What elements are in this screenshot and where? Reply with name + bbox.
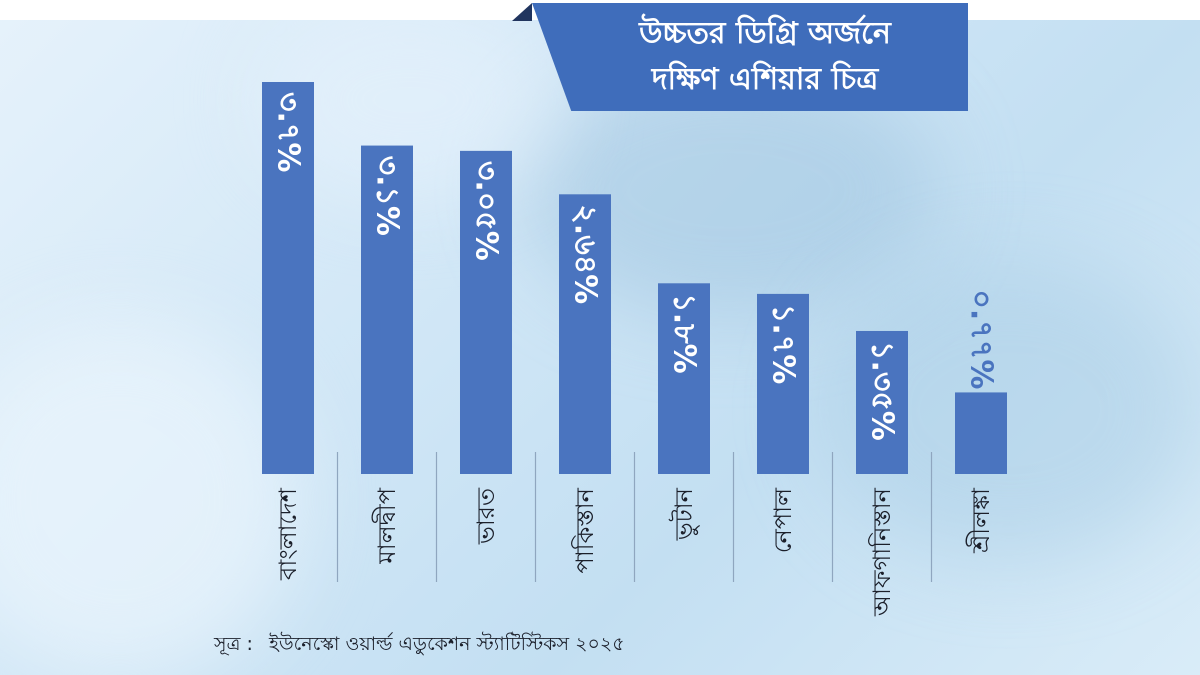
bar-3 (460, 150, 512, 474)
bars-group (262, 82, 1007, 474)
bar-1 (262, 82, 314, 474)
category-label-2: মালদ্বীপ (372, 487, 401, 564)
bar-7 (856, 330, 908, 474)
bar-2 (361, 145, 413, 474)
category-label-8: শ্রীলঙ্কা (966, 487, 995, 554)
value-label-4: ২.৬৪% (568, 204, 603, 304)
category-label-4: পাকিস্তান (571, 487, 599, 573)
value-label-1: ৩.৭% (271, 92, 306, 172)
source-label: সূত্র : (214, 633, 253, 655)
bar-6 (757, 293, 809, 474)
value-label-6: ১.৭% (766, 304, 801, 384)
title-banner-fold (512, 3, 532, 21)
value-label-3: ৩.০৫% (469, 161, 504, 261)
chart-title-line-2: দক্ষিণ এশিয়ার চিত্র (651, 62, 879, 97)
value-label-5: ১.৮% (667, 293, 702, 373)
category-label-1: বাংলাদেশ (274, 487, 302, 581)
category-label-7: আফগানিস্তান (868, 487, 896, 617)
bar-5 (658, 283, 710, 474)
category-label-5: ভুটান (669, 487, 699, 541)
category-labels-group: বাংলাদেশ মালদ্বীপ ভারত পাকিস্তান ভুটান নেপাল আ… (274, 487, 995, 617)
category-label-6: নেপাল (769, 487, 797, 553)
value-label-2: ৩.১% (370, 156, 405, 236)
value-label-7: ১.৩৫% (865, 341, 900, 441)
bar-8 (955, 392, 1007, 474)
value-label-8: ০.৭৭% (964, 289, 999, 389)
category-separators (336, 452, 933, 582)
chart-title-line-1: উচ্চতর ডিগ্রি অর্জনে (639, 16, 891, 51)
source-text: ইউনেস্কো ওয়ার্ল্ড এডুকেশন স্ট্যাটিস্টিক… (268, 633, 625, 655)
chart-title: উচ্চতর ডিগ্রি অর্জনে দক্ষিণ এশিয়ার চিত্… (572, 11, 958, 103)
value-labels-group: ৩.৭% ৩.১% ৩.০৫% ২.৬৪% ১.৮% ১.৭% ১.৩৫% ০.৭৭% (271, 92, 999, 441)
source-note: সূত্র : ইউনেস্কো ওয়ার্ল্ড এডুকেশন স্ট্যা… (214, 630, 625, 662)
bar-4 (559, 194, 611, 474)
title-banner: উচ্চতর ডিগ্রি অর্জনে দক্ষিণ এশিয়ার চিত্… (532, 3, 968, 111)
category-label-3: ভারত (472, 487, 500, 545)
